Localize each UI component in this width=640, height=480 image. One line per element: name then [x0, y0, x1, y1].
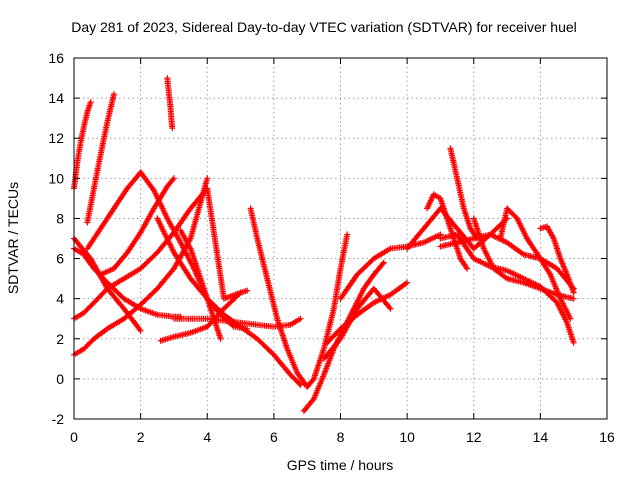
series-s19 [337, 231, 444, 302]
y-tick-label: -2 [52, 411, 65, 427]
y-tick-label: 12 [48, 130, 64, 146]
series-s15 [247, 205, 351, 390]
series-s22 [447, 145, 481, 242]
y-tick-label: 0 [56, 371, 64, 387]
y-tick-label: 4 [56, 291, 64, 307]
y-tick-label: 16 [48, 50, 64, 66]
series-s27-markers [537, 223, 577, 296]
series-s7-markers [97, 175, 177, 278]
series-s15-markers [247, 205, 351, 390]
series-s13-markers [177, 227, 224, 342]
tick-labels: 0 2 4 6 8 10 12 14 16 -2 0 2 4 6 8 10 12 14 16 [48, 50, 615, 445]
y-tick-label: 10 [48, 170, 64, 186]
series-s26-markers [497, 205, 574, 322]
x-tick-label: 4 [203, 429, 211, 445]
series-s27 [537, 223, 577, 296]
series-s14 [164, 75, 176, 132]
series-s14-markers [164, 75, 176, 132]
chart-title: Day 281 of 2023, Sidereal Day-to-day VTE… [71, 19, 577, 35]
series-s25-markers [470, 215, 577, 302]
x-tick-label: 16 [599, 429, 615, 445]
x-tick-label: 12 [466, 429, 482, 445]
series-s21-markers [424, 191, 471, 272]
series-s7 [97, 175, 177, 278]
series-s24-markers [437, 231, 577, 292]
data-points [71, 75, 577, 414]
series-s12-markers [157, 289, 244, 344]
series-s8-markers [84, 169, 144, 252]
x-tick-label: 0 [70, 429, 78, 445]
series-s18-markers [320, 285, 394, 362]
x-tick-label: 8 [337, 429, 345, 445]
series-s21 [424, 191, 471, 272]
y-tick-label: 8 [56, 210, 64, 226]
x-tick-label: 2 [137, 429, 145, 445]
y-tick-label: 2 [56, 331, 64, 347]
x-tick-label: 10 [399, 429, 415, 445]
series-s24 [437, 231, 577, 292]
y-tick-label: 6 [56, 251, 64, 267]
series-s22-markers [447, 145, 481, 242]
series-s12 [157, 289, 244, 344]
y-axis-label: SDTVAR / TECUs [5, 182, 21, 294]
x-axis-label: GPS time / hours [287, 457, 394, 473]
series-s2 [84, 91, 117, 226]
x-tick-label: 6 [270, 429, 278, 445]
x-tick-label: 14 [533, 429, 549, 445]
series-s8 [84, 169, 144, 252]
axis-ticks [73, 57, 608, 420]
series-s26 [497, 205, 574, 322]
series-s13 [177, 227, 224, 342]
series-s19-markers [337, 231, 444, 302]
series-s18 [320, 285, 394, 362]
y-tick-label: 14 [48, 90, 64, 106]
series-s2-markers [84, 91, 117, 226]
series-s25 [470, 215, 577, 302]
